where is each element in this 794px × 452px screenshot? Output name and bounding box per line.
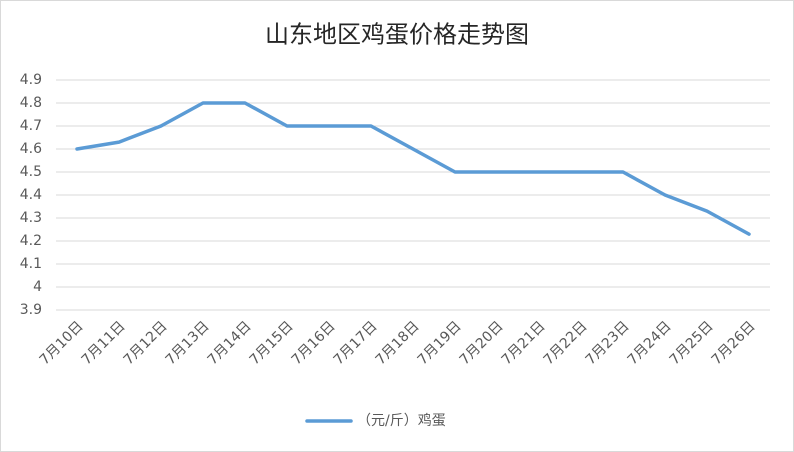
legend-label: （元/斤）鸡蛋 [357,412,446,429]
y-tick-label: 4.6 [20,141,42,157]
y-tick-label: 4.1 [20,256,42,272]
y-tick-label: 4.3 [20,210,42,226]
y-tick-label: 4 [33,279,42,295]
y-tick-label: 4.7 [20,118,42,134]
y-tick-label: 4.9 [20,72,42,88]
chart-title: 山东地区鸡蛋价格走势图 [265,21,529,49]
series-line [75,101,751,236]
y-tick-label: 4.8 [20,95,42,111]
y-tick-label: 3.9 [20,302,42,318]
y-tick-label: 4.4 [20,187,42,203]
y-tick-label: 4.5 [20,164,42,180]
y-tick-label: 4.2 [20,233,42,249]
